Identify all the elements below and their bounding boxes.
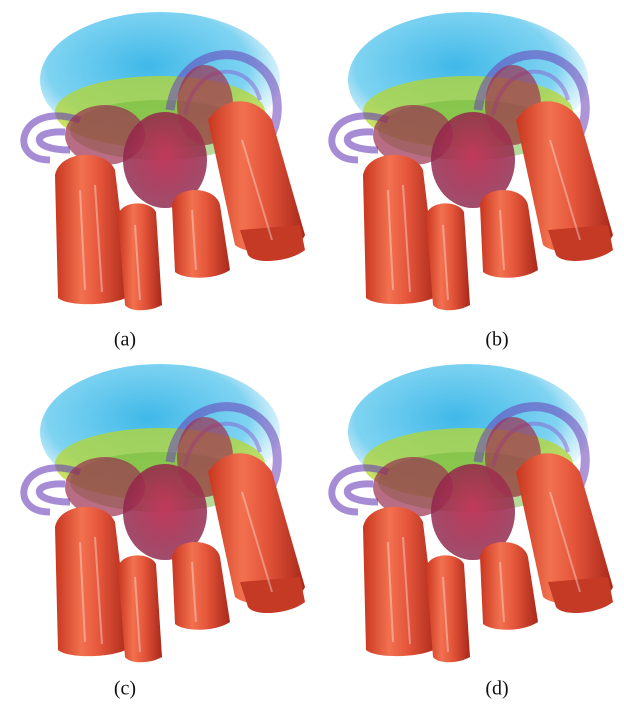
figure: (a) (b) (c) (d) xyxy=(0,0,624,709)
caption: (c) xyxy=(114,678,136,700)
rendering xyxy=(24,364,305,662)
caption: (b) xyxy=(485,329,508,351)
rendering xyxy=(332,364,613,662)
rendering xyxy=(332,12,613,310)
page: (a) (b) (c) (d) (() => { const data = JS… xyxy=(0,0,624,709)
caption: (d) xyxy=(485,678,508,700)
rendering xyxy=(24,12,305,310)
caption: (a) xyxy=(114,329,136,351)
